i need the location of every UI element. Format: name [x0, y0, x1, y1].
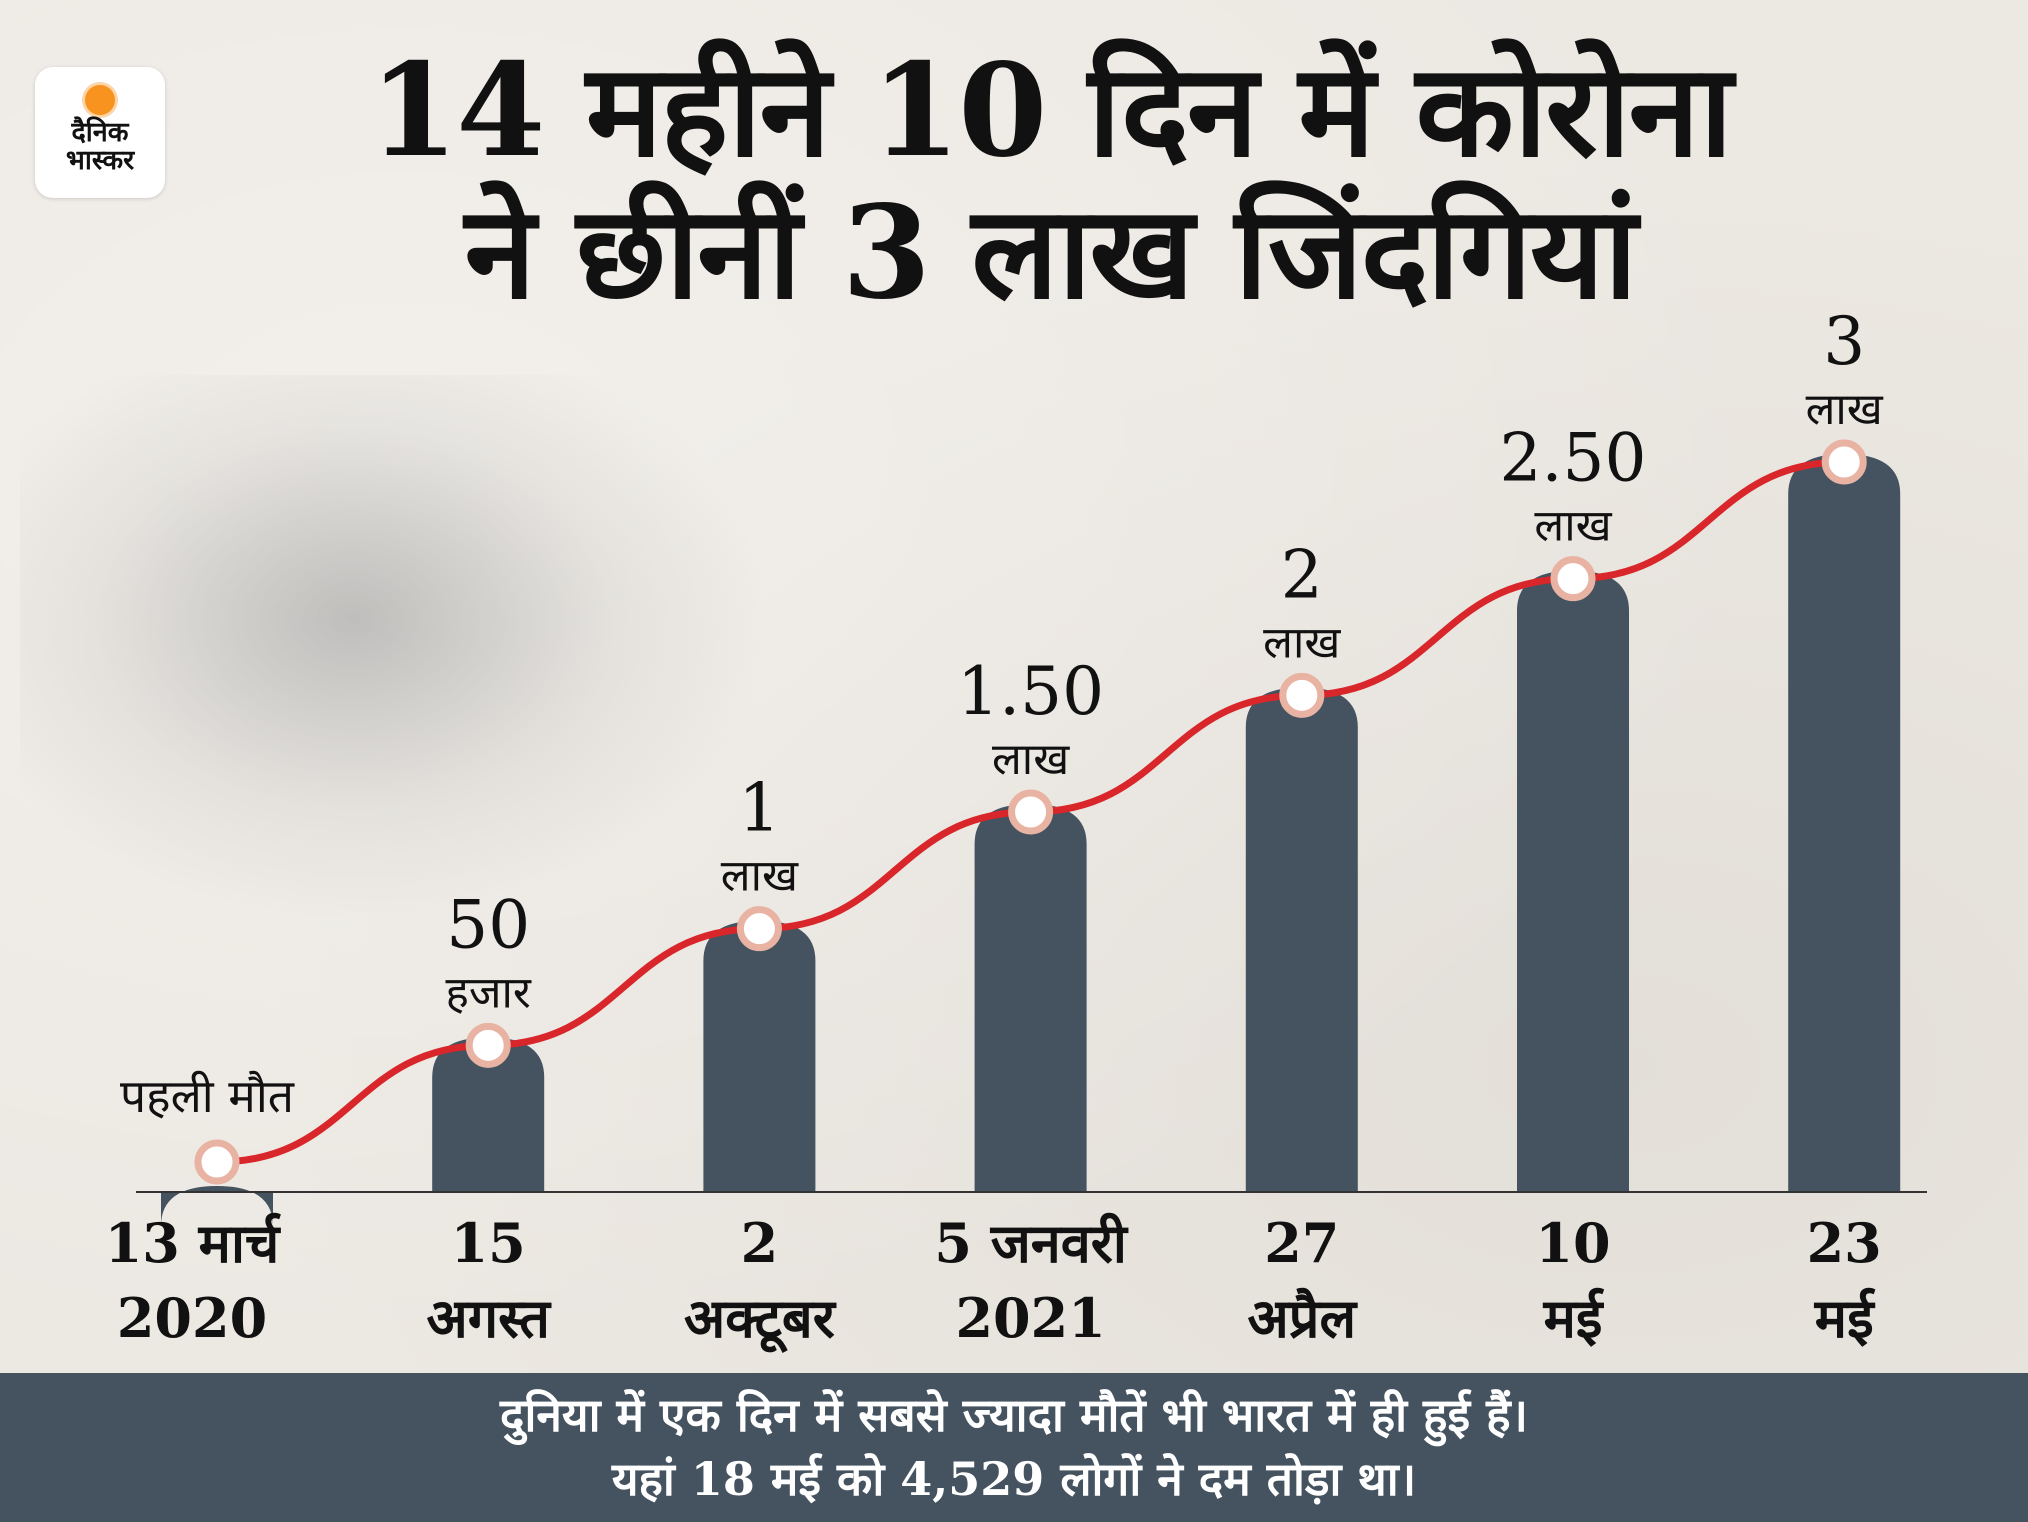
bar [1517, 570, 1629, 1192]
sun-icon [85, 85, 115, 115]
x-tick-label: अक्टूबर [684, 1286, 837, 1353]
data-point-marker [1008, 789, 1054, 835]
footer-line1: दुनिया में एक दिन में सबसे ज्यादा मौतें … [500, 1388, 1528, 1442]
data-label-value: 50 [446, 886, 530, 963]
logo-line2: भास्कर [65, 145, 135, 176]
headline-line1: 14 महीने 10 दिन में कोरोना [369, 36, 1733, 186]
data-label-value: 1 [738, 770, 780, 847]
data-label-value: 1.50 [957, 653, 1104, 730]
data-point-marker [736, 906, 782, 952]
data-point-marker [1279, 672, 1325, 718]
ppe-workers-photo [20, 375, 760, 915]
data-label-unit: लाख [1806, 384, 1884, 435]
deaths-chart: पहली मौत13 मार्च202050हजार15अगस्त1लाख2अक… [105, 303, 1927, 1353]
x-tick-label: 15 [451, 1211, 526, 1275]
data-label-unit: लाख [1534, 501, 1612, 552]
data-label-value: 3 [1823, 303, 1865, 380]
x-tick-label: अप्रैल [1247, 1286, 1358, 1350]
data-point-marker [194, 1139, 240, 1185]
footer-note: दुनिया में एक दिन में सबसे ज्यादा मौतें … [0, 1373, 2028, 1522]
x-tick-label: 23 [1807, 1211, 1882, 1275]
bar [1788, 454, 1901, 1192]
data-point-marker [1550, 556, 1596, 602]
x-tick-label: 13 मार्च [105, 1211, 282, 1275]
data-label-value: 2 [1281, 536, 1323, 613]
x-tick-label: 27 [1264, 1211, 1339, 1275]
data-label-unit: लाख [992, 734, 1070, 785]
logo-line1: दैनिक [71, 117, 129, 148]
x-tick-label: मई [1543, 1286, 1605, 1350]
data-label: पहली मौत [120, 1069, 295, 1123]
footer-line2: यहां 18 मई को 4,529 लोगों ने दम तोड़ा था… [611, 1452, 1417, 1506]
x-tick-label: 10 [1535, 1211, 1610, 1275]
bar [432, 1037, 545, 1192]
x-tick-label: 2020 [117, 1286, 267, 1350]
data-label-unit: हजार [445, 967, 531, 1018]
data-label-unit: लाख [1263, 617, 1341, 668]
x-tick-label: अगस्त [426, 1286, 552, 1350]
headline: 14 महीने 10 दिन में कोरोना ने छीनीं 3 ला… [250, 40, 1850, 324]
x-tick-label: मई [1814, 1286, 1876, 1350]
bar [974, 804, 1087, 1192]
x-tick-label: 5 जनवरी [934, 1211, 1129, 1275]
x-tick-label: 2021 [955, 1286, 1105, 1350]
dainik-bhaskar-logo: दैनिक भास्कर [35, 67, 165, 198]
bar [703, 920, 816, 1192]
data-label-unit: लाख [721, 851, 799, 902]
data-point-marker [1821, 439, 1867, 485]
data-label-value: 2.50 [1500, 420, 1647, 497]
x-tick-label: 2 [741, 1211, 779, 1275]
data-point-marker [465, 1022, 511, 1068]
bar [1245, 687, 1358, 1192]
headline-line2: ने छीनीं 3 लाख जिंदगियां [464, 178, 1638, 328]
